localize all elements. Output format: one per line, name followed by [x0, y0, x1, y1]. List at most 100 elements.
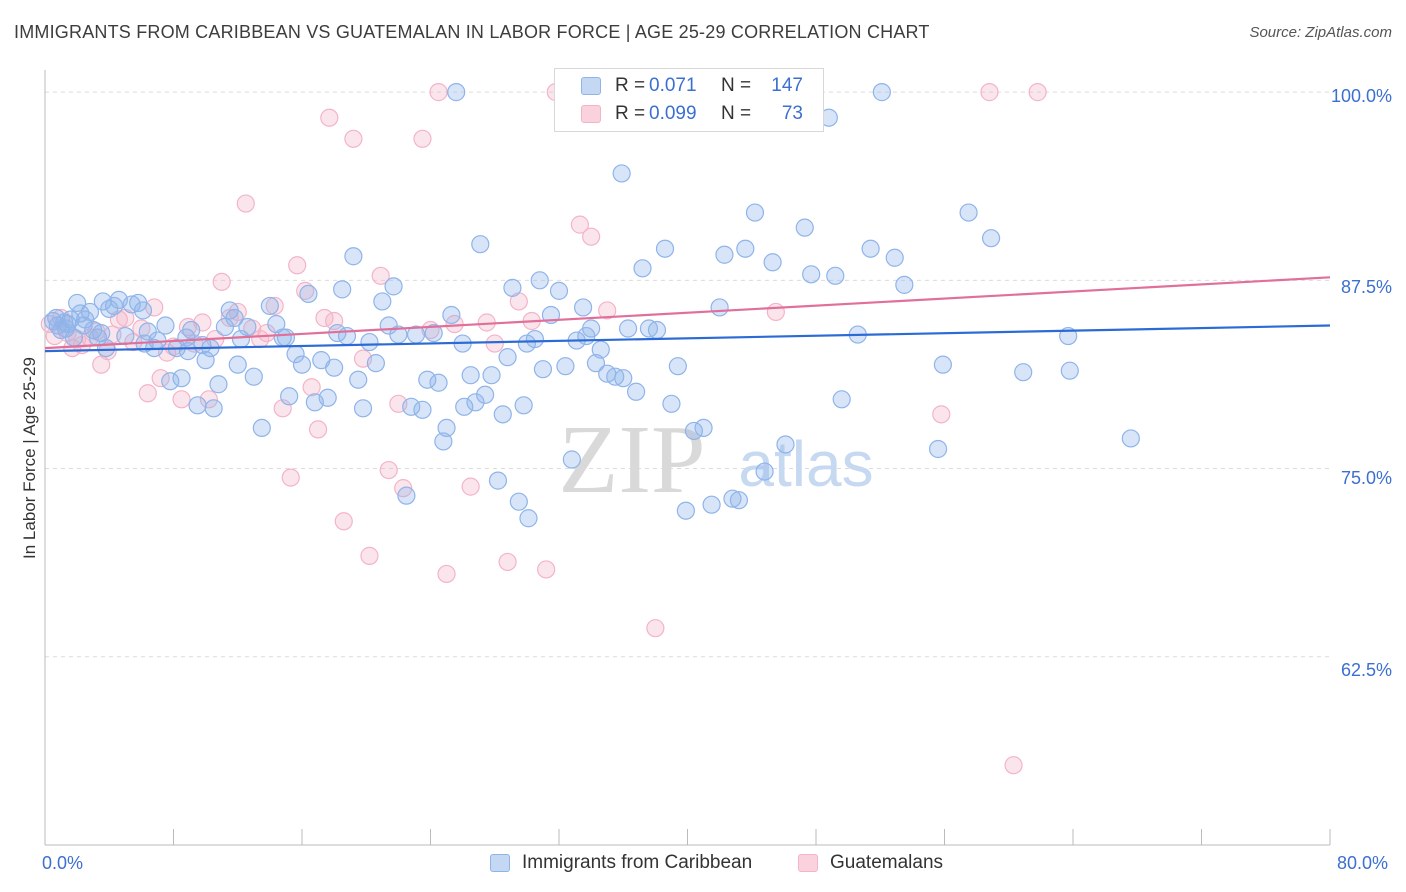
caribbean-point: [493, 405, 512, 424]
caribbean-point: [1060, 361, 1079, 380]
caribbean-point: [366, 354, 385, 373]
caribbean-point: [252, 418, 271, 438]
caribbean-point: [437, 418, 456, 438]
legend-n-value: 73: [781, 103, 803, 124]
caribbean-point: [133, 301, 153, 320]
caribbean-point: [215, 317, 234, 337]
caribbean-point: [238, 317, 257, 337]
guatemalan-point: [582, 227, 601, 246]
caribbean-point: [280, 387, 299, 406]
caribbean-point: [353, 399, 373, 418]
caribbean-point: [668, 357, 687, 376]
caribbean-point: [626, 382, 646, 401]
caribbean-point: [928, 439, 948, 459]
caribbean-point: [517, 334, 536, 353]
legend-swatch-pink: [798, 854, 818, 872]
caribbean-point: [397, 486, 416, 505]
guatemalan-point: [598, 301, 617, 320]
caribbean-point: [729, 491, 749, 510]
legend-n-value: 147: [771, 75, 803, 96]
caribbean-point: [104, 296, 124, 316]
trend-line-caribbean: [44, 324, 1331, 353]
guatemalan-point: [344, 129, 363, 148]
legend-swatch-pink: [581, 105, 601, 123]
caribbean-point: [93, 292, 112, 311]
caribbean-point: [318, 388, 337, 407]
caribbean-point: [384, 277, 403, 296]
caribbean-point: [225, 308, 244, 328]
guatemalan-point: [379, 460, 398, 480]
caribbean-point: [519, 509, 538, 528]
points-immigrants-from-caribbean: [43, 83, 1140, 528]
caribbean-point: [455, 397, 474, 416]
caribbean-point: [156, 316, 175, 335]
caribbean-point: [349, 370, 368, 389]
caribbean-point: [591, 340, 610, 359]
caribbean-point: [776, 435, 795, 454]
caribbean-point: [196, 351, 215, 370]
legend-swatch-blue: [490, 854, 510, 872]
caribbean-point: [442, 305, 461, 325]
guatemalan-point: [360, 546, 379, 565]
caribbean-point: [573, 298, 593, 317]
guatemalan-point: [413, 129, 432, 148]
caribbean-point: [577, 326, 596, 346]
caribbean-point: [413, 400, 432, 419]
caribbean-point: [933, 355, 952, 374]
guatemalan-point: [1028, 83, 1047, 102]
caribbean-point: [885, 248, 904, 267]
caribbean-point: [745, 203, 765, 222]
caribbean-point: [466, 393, 485, 412]
caribbean-point: [172, 369, 191, 388]
guatemalan-point: [932, 405, 951, 424]
caribbean-point: [418, 370, 437, 389]
guatemalan-point: [320, 108, 339, 127]
guatemalan-point: [498, 552, 517, 572]
axes: [44, 70, 1331, 846]
caribbean-point: [723, 489, 742, 508]
guatemalan-point: [485, 334, 504, 353]
caribbean-point: [471, 235, 490, 254]
points-guatemalans: [40, 83, 1047, 775]
caribbean-point: [981, 229, 1001, 248]
legend-swatch-blue: [581, 77, 601, 95]
caribbean-point: [618, 319, 638, 338]
watermark: ZIP atlas: [559, 406, 874, 514]
legend-n-label: N =: [721, 75, 752, 96]
series-legend-caribbean: Immigrants from Caribbean: [490, 852, 752, 874]
guatemalan-point: [980, 83, 999, 102]
caribbean-point: [122, 295, 141, 314]
legend-r-label: R =: [615, 103, 646, 124]
caribbean-point: [1014, 363, 1033, 382]
correlation-legend: R = 0.071 N = 147 R = 0.099 N = 73: [554, 68, 824, 132]
y-tick-label: 62.5%: [1340, 660, 1392, 680]
caribbean-point: [530, 271, 549, 290]
caribbean-point: [447, 83, 466, 102]
guatemalan-point: [646, 619, 665, 638]
caribbean-point: [826, 266, 845, 285]
caribbean-point: [434, 432, 453, 451]
guatemalan-point: [288, 256, 307, 275]
guatemalan-point: [437, 564, 456, 584]
caribbean-point: [715, 245, 734, 264]
guatemalan-point: [1004, 756, 1023, 775]
legend-r-label: R =: [615, 75, 646, 96]
caribbean-point: [503, 278, 522, 297]
caribbean-point: [209, 375, 228, 394]
guatemalan-point: [302, 378, 321, 397]
guatemalan-point: [334, 512, 353, 531]
caribbean-point: [138, 322, 157, 341]
caribbean-point: [861, 239, 880, 258]
caribbean-point: [92, 323, 111, 343]
caribbean-point: [755, 462, 774, 481]
legend-row-guatemalans: R = 0.099 N = 73: [581, 100, 803, 128]
trend-lines: [44, 276, 1331, 353]
caribbean-point: [161, 372, 180, 391]
guatemalan-point: [371, 266, 390, 285]
caribbean-point: [562, 450, 581, 469]
guatemalan-point: [461, 477, 480, 496]
guatemalan-point: [537, 560, 556, 579]
caribbean-point: [586, 354, 606, 373]
caribbean-point: [482, 366, 501, 385]
